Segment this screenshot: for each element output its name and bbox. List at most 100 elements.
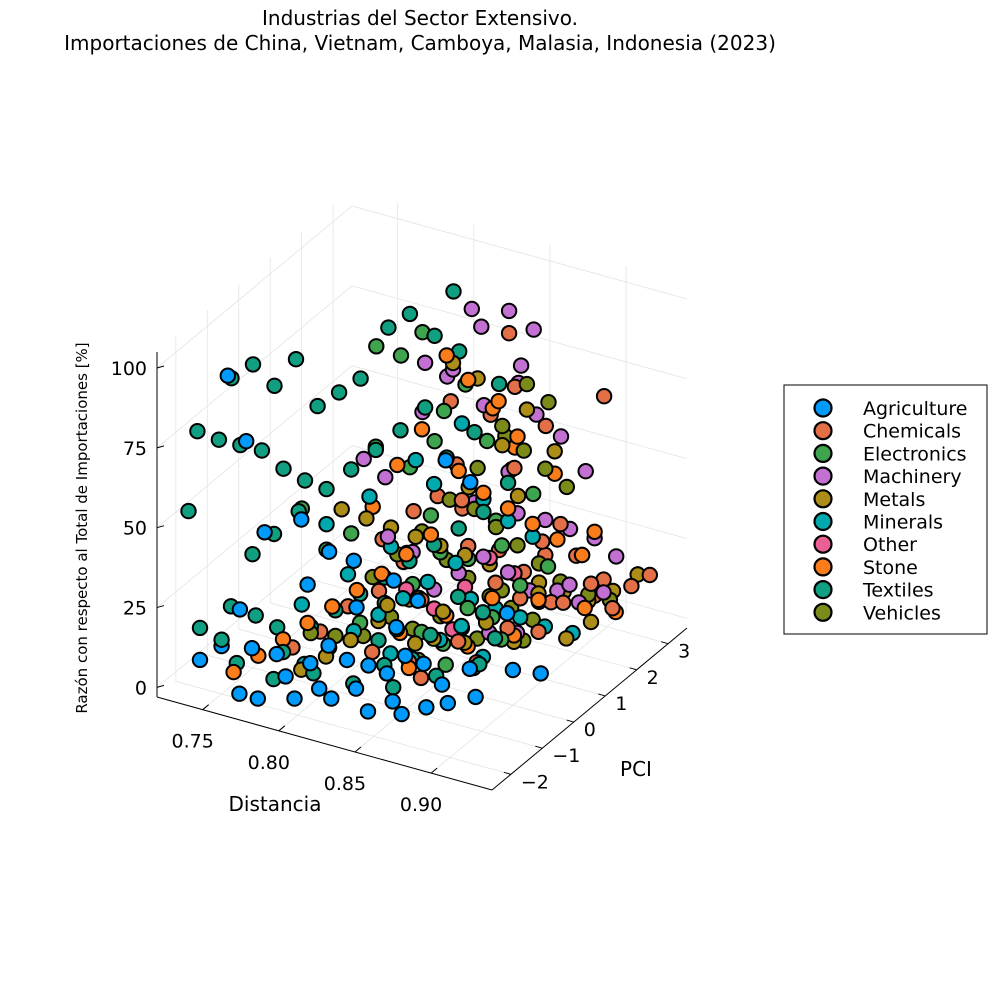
data-point-agriculture <box>397 647 414 664</box>
data-point-chemicals <box>582 575 600 592</box>
data-point-textiles <box>367 441 384 459</box>
data-point-metals <box>518 401 536 418</box>
data-point-stone <box>438 347 455 364</box>
data-point-stone <box>530 591 547 609</box>
data-point-agriculture <box>243 640 261 657</box>
data-point-stone <box>586 523 603 540</box>
data-point-electronics <box>459 599 476 617</box>
z-tick-label: 100 <box>111 358 147 380</box>
data-point-minerals <box>447 554 464 572</box>
data-point-textiles <box>287 351 305 368</box>
x-axis-line <box>156 696 493 791</box>
grid-line <box>430 610 627 774</box>
data-point-machinery <box>561 576 578 593</box>
data-point-minerals <box>453 617 470 635</box>
data-point-textiles <box>392 422 409 439</box>
z-tick-label: 75 <box>123 438 147 460</box>
data-point-textiles <box>466 424 483 441</box>
data-point-minerals <box>394 590 412 607</box>
grid-line <box>175 680 511 775</box>
data-point-metals <box>558 630 575 647</box>
data-point-agriculture <box>231 601 249 618</box>
z-axis-label: Razón con respecto al Total de Importaci… <box>73 342 91 713</box>
data-point-metals <box>434 603 452 620</box>
x-tick-mark <box>354 746 362 753</box>
grid-line <box>156 365 353 529</box>
legend-marker <box>813 534 833 554</box>
legend-label: Vehicles <box>863 602 941 624</box>
y-tick-mark <box>660 641 669 645</box>
data-point-chemicals <box>530 623 547 640</box>
data-point-vehicles <box>494 417 511 435</box>
z-tick-mark <box>156 525 165 529</box>
data-point-electronics <box>525 485 542 503</box>
data-point-stone <box>576 599 593 617</box>
data-point-chemicals <box>641 566 658 584</box>
data-point-electronics <box>435 402 453 420</box>
data-point-chemicals <box>506 459 523 477</box>
x-tick-label: 0.90 <box>400 794 442 816</box>
data-point-chemicals <box>604 600 621 617</box>
data-point-stone <box>324 598 341 615</box>
y-tick-label: 0 <box>584 719 596 741</box>
data-point-agriculture <box>323 690 340 707</box>
chart-title: Industrias del Sector Extensivo. <box>262 6 578 30</box>
data-point-chemicals <box>623 577 640 595</box>
data-point-machinery <box>595 584 612 601</box>
data-point-stone <box>373 565 390 582</box>
y-tick-mark <box>598 693 606 697</box>
data-point-stone <box>389 456 406 474</box>
legend-marker <box>813 443 833 463</box>
data-point-minerals <box>339 566 357 583</box>
grid-line <box>351 285 688 380</box>
data-point-agriculture <box>347 680 365 697</box>
x-tick-label: 0.85 <box>324 773 366 795</box>
z-tick-mark <box>156 684 165 688</box>
chart-subtitle: Importaciones de China, Vietnam, Camboya… <box>64 31 776 55</box>
data-point-chemicals <box>364 643 381 661</box>
legend-marker <box>813 511 833 532</box>
data-point-stone <box>475 484 492 501</box>
data-point-chemicals <box>453 492 471 509</box>
data-point-minerals <box>453 415 471 432</box>
data-point-metals <box>407 528 424 545</box>
data-point-stone <box>225 663 242 681</box>
data-point-chemicals <box>487 574 504 591</box>
data-point-machinery <box>355 450 372 468</box>
data-point-machinery <box>475 548 492 565</box>
data-point-chemicals <box>412 669 430 687</box>
data-point-vehicles <box>509 537 526 554</box>
y-tick-mark <box>535 745 543 749</box>
data-point-chemicals <box>555 594 572 611</box>
data-point-electronics <box>426 433 443 450</box>
data-point-vehicles <box>558 478 575 496</box>
data-point-stone <box>549 531 566 548</box>
data-point-metals <box>546 443 563 460</box>
data-point-stone <box>499 500 517 517</box>
data-point-chemicals <box>552 515 569 533</box>
data-point-agriculture <box>249 690 266 707</box>
data-point-textiles <box>253 442 271 459</box>
legend-label: Metals <box>863 489 925 511</box>
data-point-textiles <box>352 370 369 387</box>
data-point-electronics <box>493 537 510 554</box>
data-point-stone <box>413 421 431 438</box>
data-point-agriculture <box>378 665 396 682</box>
legend-label: Other <box>863 534 917 556</box>
data-point-agriculture <box>467 688 484 706</box>
data-point-textiles <box>490 375 508 393</box>
data-point-electronics <box>368 338 385 355</box>
data-point-textiles <box>401 305 419 323</box>
data-point-stone <box>573 546 591 564</box>
data-point-textiles <box>244 546 261 563</box>
data-point-electronics <box>392 347 410 364</box>
data-point-machinery <box>608 548 625 565</box>
data-point-chemicals <box>405 503 422 520</box>
data-point-agriculture <box>437 452 454 469</box>
data-point-agriculture <box>219 367 237 384</box>
data-point-textiles <box>247 607 264 624</box>
data-point-minerals <box>419 573 436 591</box>
data-point-metals <box>379 596 396 614</box>
data-point-textiles <box>296 472 314 489</box>
data-point-textiles <box>450 588 467 605</box>
